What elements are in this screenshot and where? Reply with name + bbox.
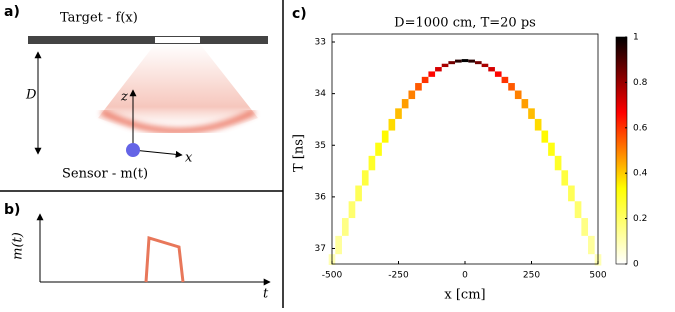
x-tick-label: 0	[462, 271, 468, 281]
cell	[521, 99, 529, 109]
cell	[401, 99, 409, 109]
cell	[494, 71, 502, 77]
cell	[355, 185, 362, 202]
target-slot	[155, 37, 200, 43]
colorbar-tick-label: 0.8	[633, 78, 648, 88]
cell	[568, 185, 575, 202]
chart-title: D=1000 cm, T=20 ps	[394, 16, 536, 31]
panel-label: b)	[4, 202, 20, 218]
colorbar-tick-label: 0.2	[633, 214, 647, 224]
cell	[348, 201, 356, 219]
cell	[395, 108, 402, 119]
cell	[428, 71, 436, 77]
cell	[581, 218, 589, 236]
cell	[361, 170, 369, 186]
x-label: t	[263, 287, 269, 302]
cell	[421, 76, 429, 84]
cell	[341, 218, 349, 236]
x-label: x	[185, 151, 193, 166]
y-tick-label: 36	[315, 192, 327, 202]
cell	[574, 201, 582, 219]
cell	[561, 170, 569, 186]
beam-arc	[100, 109, 256, 134]
cell	[468, 59, 475, 63]
cell	[335, 235, 342, 255]
cell	[534, 118, 542, 131]
cell	[541, 130, 549, 143]
y-tick-label: 37	[315, 244, 326, 254]
y-tick-label: 34	[315, 89, 327, 99]
x-tick-label: -500	[322, 271, 343, 281]
y-label: m(t)	[11, 232, 26, 260]
cell	[375, 142, 382, 156]
cell	[474, 61, 482, 65]
x-arrow	[132, 149, 183, 158]
cell	[488, 67, 495, 72]
colorbar-tick-label: 1	[633, 33, 639, 43]
y-tick-label: 35	[315, 141, 326, 151]
cell	[588, 235, 595, 255]
x-axis-label: x [cm]	[444, 288, 485, 303]
cell	[548, 142, 555, 156]
cell	[368, 155, 376, 171]
cell	[388, 118, 396, 131]
x-tick-label: 500	[589, 271, 606, 281]
colorbar-tick-label: 0.6	[633, 123, 648, 133]
sensor-label: Sensor - m(t)	[62, 167, 148, 182]
target-bar	[28, 36, 268, 44]
cell	[415, 83, 422, 91]
cell	[441, 63, 449, 68]
cell	[461, 59, 469, 63]
cell	[528, 108, 535, 119]
target-label: Target - f(x)	[60, 11, 138, 26]
cell	[514, 90, 522, 100]
x-tick-label: -250	[388, 271, 409, 281]
panel-label: a)	[4, 4, 20, 20]
cell	[554, 155, 562, 171]
z-label: z	[120, 90, 128, 105]
sensor	[126, 143, 140, 157]
plot-frame	[331, 33, 599, 265]
x-tick-label: 250	[523, 271, 540, 281]
cell	[448, 61, 456, 65]
distance-label: D	[25, 88, 37, 103]
pulse	[144, 236, 185, 283]
cell	[508, 83, 515, 91]
cell	[501, 76, 509, 84]
y-tick-label: 33	[315, 38, 326, 48]
panel-label: c)	[292, 6, 307, 22]
cell	[435, 67, 442, 72]
y-axis-label: T [ns]	[292, 134, 307, 172]
colorbar-tick-label: 0	[633, 260, 639, 270]
cell	[481, 63, 489, 68]
cell	[381, 130, 389, 143]
colorbar	[615, 36, 628, 265]
cell	[455, 59, 462, 63]
cell	[408, 90, 416, 100]
colorbar-tick-label: 0.4	[633, 169, 648, 179]
beam	[98, 44, 258, 134]
